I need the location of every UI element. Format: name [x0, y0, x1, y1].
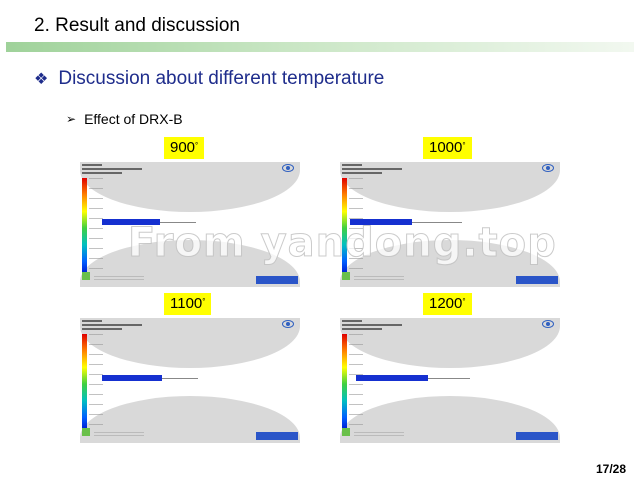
software-logo-icon [542, 164, 554, 172]
color-scale [342, 334, 347, 434]
color-scale [82, 334, 87, 434]
title-underline [6, 42, 634, 52]
section-heading: ❖ Discussion about different temperature [34, 68, 384, 90]
temp-label-1200: 1200° [423, 293, 472, 315]
temp-label-1000: 1000° [423, 137, 472, 159]
watermark: From yandong.top [128, 220, 557, 267]
simulation-image-1200 [340, 318, 560, 443]
software-logo-icon [542, 320, 554, 328]
section-heading-text: Discussion about different temperature [58, 68, 385, 89]
page-number: 17/28 [595, 462, 626, 476]
sub-heading-text: Effect of DRX-B [84, 111, 183, 127]
color-scale [82, 178, 87, 278]
software-logo-icon [282, 320, 294, 328]
recrystallized-strip [102, 219, 160, 225]
axes-icon [342, 428, 350, 436]
recrystallized-strip [102, 375, 162, 381]
info-box [516, 432, 558, 440]
temp-label-900: 900° [164, 137, 205, 159]
simulation-image-900 [80, 162, 300, 287]
recrystallized-strip [350, 219, 412, 225]
axes-icon [82, 428, 90, 436]
sub-heading: ➢ Effect of DRX-B [66, 111, 183, 127]
slide-title: 2. Result and discussion [34, 15, 240, 36]
simulation-image-1100 [80, 318, 300, 443]
info-box [256, 432, 298, 440]
info-box [516, 276, 558, 284]
diamond-cluster-icon: ❖ [34, 71, 49, 88]
axes-icon [82, 272, 90, 280]
simulation-image-1000 [340, 162, 560, 287]
software-logo-icon [282, 164, 294, 172]
axes-icon [342, 272, 350, 280]
info-box [256, 276, 298, 284]
recrystallized-strip [356, 375, 428, 381]
color-scale [342, 178, 347, 278]
arrowhead-icon: ➢ [66, 112, 77, 126]
temp-label-1100: 1100° [164, 293, 212, 315]
